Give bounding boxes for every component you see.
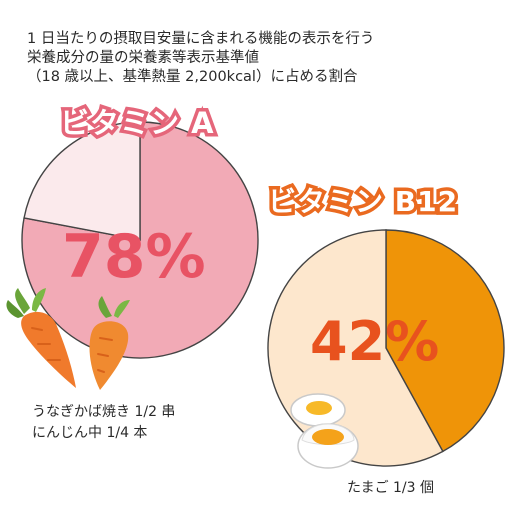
- header-line-3: （18 歳以上、基準熱量 2,200kcal）に占める割合: [27, 69, 358, 85]
- header-line-2: 栄養成分の量の栄養素等表示基準値: [27, 50, 259, 66]
- vitamin-b12-pie-slice-0: [385, 229, 505, 453]
- carrot-icon: [6, 288, 130, 390]
- header-text: 1 日当たりの摂取目安量に含まれる機能の表示を行う 栄養成分の量の栄養素等表示基…: [27, 30, 507, 87]
- header-line-1: 1 日当たりの摂取目安量に含まれる機能の表示を行う: [27, 31, 375, 47]
- vitamin-b12-title: ビタミン B12: [264, 182, 460, 222]
- vitamin-a-percentage: 78%: [62, 222, 206, 292]
- food-item: にんじん中 1/4 本: [32, 425, 148, 441]
- food-item: たまご 1/3 個: [347, 480, 435, 496]
- boiled-egg-icon: [290, 393, 359, 469]
- vitamin-b12-food-list: たまご 1/3 個: [347, 478, 434, 499]
- vitamin-a-food-list: うなぎかば焼き 1/2 串 にんじん中 1/4 本: [32, 402, 175, 444]
- food-item: うなぎかば焼き 1/2 串: [32, 404, 176, 420]
- vitamin-a-pie-slice-1: [23, 121, 141, 241]
- vitamin-b12-percentage: 42%: [310, 310, 440, 373]
- vitamin-a-title: ビタミン A: [57, 103, 218, 144]
